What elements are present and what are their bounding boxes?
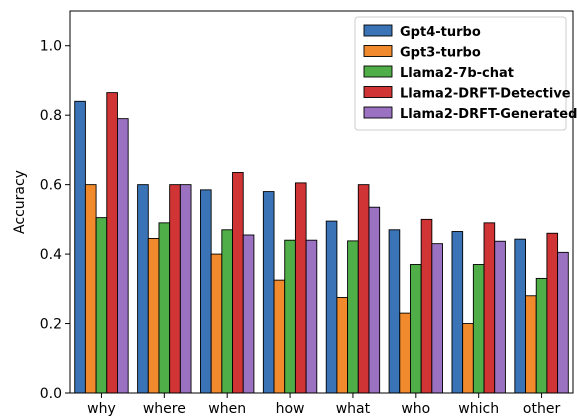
bar-gpt3-turbo-when	[210, 253, 223, 394]
legend-box	[354, 16, 567, 131]
bar-llama2-7b-chat-who	[410, 264, 422, 394]
bar-gpt3-turbo-what	[336, 297, 349, 394]
y-axis-label: Accuracy	[12, 170, 28, 234]
x-tick-label-why: why	[87, 401, 116, 416]
legend-label: Gpt3-turbo	[400, 46, 481, 61]
bar-llama2-drft-generated-who	[431, 243, 443, 394]
bar-llama2-drft-detective-where	[169, 184, 181, 394]
y-tick-label: 0.0	[40, 386, 62, 402]
bar-llama2-drft-generated-when	[242, 234, 255, 394]
ticks-layer: 0.0 0.2 0.4 0.6 0.8 1.0 why where when how what who…	[40, 39, 561, 416]
bar-llama2-7b-chat-which	[472, 264, 485, 394]
bar-llama2-drft-generated-where	[179, 184, 192, 394]
bar-gpt4-turbo-what	[325, 220, 338, 394]
y-tick-label: 1.0	[40, 39, 62, 55]
y-tick-label: 0.8	[40, 108, 62, 124]
legend-label: Llama2-7b-chat	[400, 66, 514, 81]
x-tick-label-where: where	[143, 401, 186, 416]
plot-frame	[69, 10, 574, 394]
bar-gpt3-turbo-who	[399, 312, 411, 394]
bar-llama2-drft-generated-which	[494, 240, 506, 394]
bar-gpt4-turbo-which	[451, 231, 464, 394]
bar-gpt3-turbo-why	[84, 184, 97, 394]
bar-llama2-drft-detective-what	[357, 184, 370, 394]
bar-llama2-drft-generated-how	[305, 239, 318, 394]
bar-gpt4-turbo-when	[200, 189, 212, 394]
bar-llama2-drft-detective-who	[420, 218, 433, 394]
bar-gpt3-turbo-other	[525, 295, 537, 394]
bar-gpt4-turbo-where	[137, 184, 149, 394]
bar-llama2-drft-detective-how	[294, 182, 307, 394]
legend-swatch	[363, 86, 393, 98]
bar-llama2-drft-generated-other	[557, 251, 569, 394]
x-tick-label-which: which	[458, 401, 499, 416]
y-tick-label: 0.6	[40, 178, 62, 194]
y-tick-label: 0.2	[40, 317, 62, 333]
bar-llama2-7b-chat-what	[347, 240, 359, 394]
axes-layer	[69, 10, 574, 394]
bar-llama2-7b-chat-why	[95, 217, 108, 394]
bar-llama2-drft-detective-which	[483, 222, 496, 394]
bar-llama2-drft-generated-what	[368, 206, 381, 394]
legend-swatch	[363, 45, 393, 57]
bar-gpt4-turbo-who	[388, 229, 401, 394]
x-tick-label-other: other	[523, 401, 561, 416]
legend: Gpt4-turbo Gpt3-turbo Llama2-7b-chat Llama2…	[354, 16, 577, 131]
bar-gpt4-turbo-other	[514, 238, 526, 394]
x-tick-label-how: how	[276, 401, 305, 416]
bar-gpt3-turbo-where	[147, 238, 160, 394]
bar-llama2-drft-detective-other	[546, 232, 559, 394]
bar-gpt3-turbo-how	[273, 279, 286, 394]
legend-label: Llama2-DRFT-Detective	[400, 87, 571, 102]
legend-label: Llama2-DRFT-Generated	[400, 107, 577, 122]
x-tick-label-when: when	[208, 401, 246, 416]
x-tick-label-who: who	[401, 401, 430, 416]
legend-label: Gpt4-turbo	[400, 25, 481, 40]
bar-llama2-7b-chat-when	[221, 229, 233, 394]
bar-gpt4-turbo-how	[262, 191, 275, 394]
x-tick-label-what: what	[336, 401, 371, 416]
bar-llama2-7b-chat-where	[158, 222, 171, 394]
bar-llama2-7b-chat-how	[284, 239, 296, 394]
legend-swatch	[363, 65, 393, 78]
bar-llama2-7b-chat-other	[535, 277, 548, 394]
legend-swatch	[363, 106, 393, 119]
bar-llama2-drft-detective-when	[232, 172, 244, 394]
bar-gpt4-turbo-why	[74, 100, 86, 394]
bar-llama2-drft-generated-why	[117, 118, 129, 394]
bars-layer	[74, 92, 569, 394]
y-tick-label: 0.4	[40, 247, 62, 263]
bar-gpt3-turbo-which	[462, 323, 474, 394]
legend-swatch	[363, 24, 393, 37]
bar-llama2-drft-detective-why	[106, 92, 118, 394]
